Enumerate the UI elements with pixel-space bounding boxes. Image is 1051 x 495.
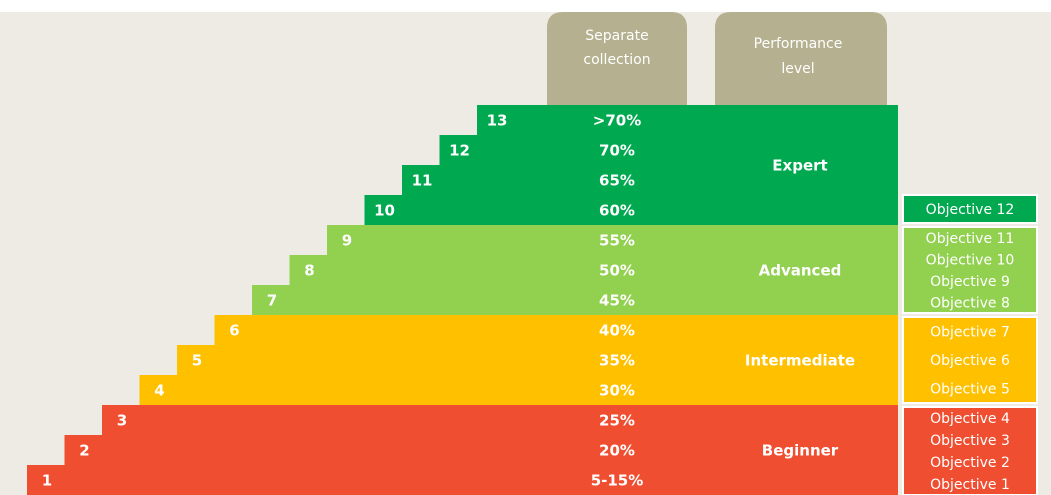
step-band: [139, 375, 898, 405]
step-band: [64, 435, 898, 465]
step-band: [402, 165, 898, 195]
step-number: 13: [487, 112, 508, 130]
header-text: Separate: [585, 28, 648, 44]
objective: Objective 1: [930, 477, 1010, 493]
step-number: 2: [79, 442, 89, 460]
percent: >70%: [593, 112, 641, 130]
percent: 65%: [599, 172, 635, 190]
percent: 50%: [599, 262, 635, 280]
step-band: [477, 105, 898, 135]
step-number: 9: [342, 232, 352, 250]
percent: 30%: [599, 382, 635, 400]
step-number: 5: [192, 352, 202, 370]
step-number: 1: [42, 472, 52, 490]
percent: 40%: [599, 322, 635, 340]
level-label: Expert: [772, 157, 827, 175]
objective: Objective 10: [926, 252, 1015, 268]
header-box: [715, 12, 887, 105]
objective: Objective 5: [930, 382, 1010, 398]
objective-box: [902, 194, 1038, 224]
objective: Objective 12: [926, 202, 1015, 218]
objective: Objective 4: [930, 411, 1010, 427]
step-number: 7: [267, 292, 277, 310]
percent: 60%: [599, 202, 635, 220]
step-band: [27, 465, 898, 495]
step-band: [214, 315, 898, 345]
step-number: 10: [374, 202, 395, 220]
step-band: [252, 285, 898, 315]
percent: 25%: [599, 412, 635, 430]
objective-box: [902, 406, 1038, 495]
percent: 5-15%: [591, 472, 644, 490]
step-number: 3: [117, 412, 127, 430]
objective: Objective 3: [930, 433, 1010, 449]
objective: Objective 2: [930, 455, 1010, 471]
step-number: 12: [449, 142, 470, 160]
level-label: Advanced: [759, 262, 842, 280]
percent: 45%: [599, 292, 635, 310]
header-text: Performance: [754, 36, 843, 52]
objective: Objective 8: [930, 295, 1010, 311]
step-number: 4: [154, 382, 164, 400]
step-band: [439, 135, 898, 165]
header-text: collection: [583, 52, 650, 68]
step-band: [177, 345, 898, 375]
objective: Objective 11: [926, 231, 1015, 247]
objective: Objective 9: [930, 274, 1010, 290]
header-text: level: [781, 61, 814, 77]
objective-box: [902, 316, 1038, 404]
percent: 70%: [599, 142, 635, 160]
percent: 20%: [599, 442, 635, 460]
objective: Objective 7: [930, 324, 1010, 340]
step-number: 8: [304, 262, 314, 280]
step-band: [102, 405, 898, 435]
level-label: Beginner: [762, 442, 839, 460]
objective: Objective 6: [930, 353, 1010, 369]
step-band: [289, 255, 898, 285]
step-number: 6: [229, 322, 239, 340]
step-band: [364, 195, 898, 225]
objective-box: [902, 226, 1038, 314]
header-box: [547, 12, 687, 105]
level-label: Intermediate: [745, 352, 855, 370]
percent: 35%: [599, 352, 635, 370]
step-number: 11: [412, 172, 433, 190]
step-band: [327, 225, 898, 255]
percent: 55%: [599, 232, 635, 250]
